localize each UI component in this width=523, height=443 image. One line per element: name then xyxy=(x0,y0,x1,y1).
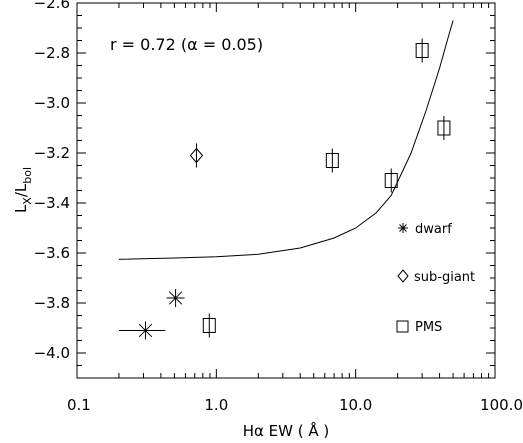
data-points xyxy=(118,38,451,340)
y-axis-title-sub2: bol xyxy=(21,167,34,184)
x-axis-title: Hα EW ( Å ) xyxy=(243,421,330,440)
correlation-annotation: r = 0.72 (α = 0.05) xyxy=(110,35,263,54)
marker-stroke xyxy=(168,291,183,305)
legend: dwarf sub-giant PMS xyxy=(396,222,475,335)
data-point-dwarf xyxy=(166,289,185,307)
y-tick-labels: −4.0 −3.8 −3.6 −3.4 −3.2 −3.0 −2.8 −2.6 xyxy=(34,0,70,362)
legend-dwarf-marker xyxy=(398,223,408,233)
y-tick-label: −2.6 xyxy=(34,0,70,12)
legend-pms-marker xyxy=(396,320,409,333)
y-axis-title-main: L xyxy=(12,204,30,213)
data-point-PMS xyxy=(415,38,429,63)
y-tick-label: −2.8 xyxy=(34,44,70,62)
legend-sub-giant-label: sub-giant xyxy=(414,270,475,285)
y-tick-label: −3.4 xyxy=(34,194,70,212)
x-tick-label: 0.1 xyxy=(67,396,91,414)
data-point-sub-giant xyxy=(189,143,204,168)
y-axis-title: LX/Lbol xyxy=(12,167,34,213)
legend-dwarf-label: dwarf xyxy=(415,222,452,237)
data-point-PMS xyxy=(437,116,451,140)
y-axis-title-sep: /L xyxy=(12,183,30,197)
y-tick-label: −3.0 xyxy=(34,94,70,112)
data-point-PMS xyxy=(202,313,216,338)
y-tick-label: −3.6 xyxy=(34,244,70,262)
data-point-PMS xyxy=(325,148,339,173)
data-point-PMS xyxy=(384,168,398,193)
y-tick-label: −3.8 xyxy=(34,294,70,312)
axis-ticks xyxy=(76,2,495,379)
legend-pms-label: PMS xyxy=(415,320,442,335)
x-tick-label: 10.0 xyxy=(339,396,372,414)
y-tick-label: −4.0 xyxy=(34,344,70,362)
x-tick-labels: 0.1 1.0 10.0 100.0 xyxy=(67,396,523,414)
data-point-dwarf xyxy=(118,321,166,340)
y-tick-label: −3.2 xyxy=(34,144,70,162)
legend-sub-giant-marker xyxy=(397,269,409,283)
svg-text:LX/Lbol: LX/Lbol xyxy=(12,167,34,213)
x-tick-label: 1.0 xyxy=(204,396,228,414)
x-tick-label: 100.0 xyxy=(480,396,523,414)
fit-curve xyxy=(118,20,454,260)
y-axis-title-sub1: X xyxy=(21,197,34,205)
